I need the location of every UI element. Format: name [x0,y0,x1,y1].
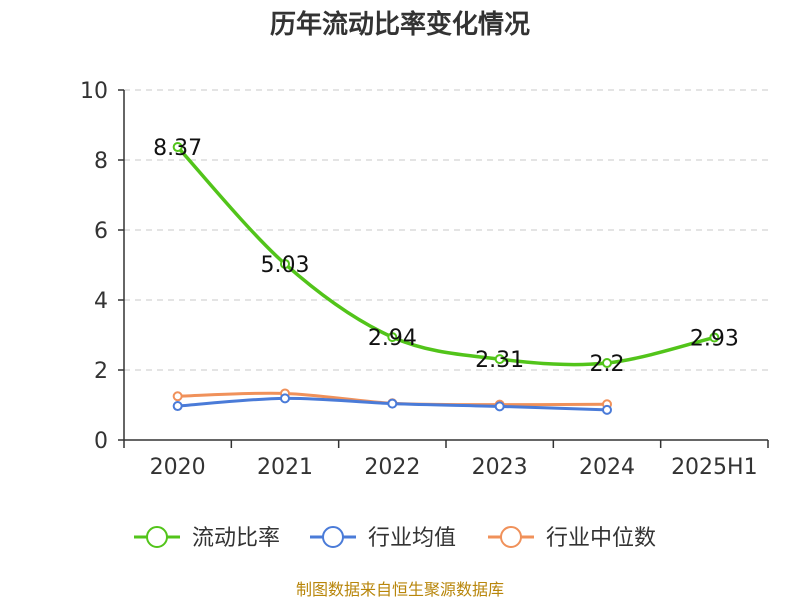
data-point [280,393,290,404]
grid-lines [124,89,768,371]
data-label: 2.94 [368,326,417,351]
x-tick-label: 2022 [364,455,420,480]
legend: 流动比率 行业均值 行业中位数 [134,526,656,551]
source-note: 制图数据来自恒生聚源数据库 [296,580,504,599]
data-point [494,401,505,412]
data-point [172,391,183,402]
legend-marker [322,526,344,548]
x-tick-label: 2025H1 [671,455,758,480]
data-label: 2.31 [475,348,524,373]
legend-label: 行业均值 [368,526,456,551]
x-tick-label: 2024 [579,455,635,480]
y-tick-label: 4 [94,289,108,314]
legend-label: 行业中位数 [546,526,656,551]
data-point [280,258,290,269]
x-tick-label: 2023 [472,455,528,480]
data-label: 2.93 [690,326,739,351]
legend-label: 流动比率 [192,526,280,551]
data-label: 5.03 [261,253,310,278]
y-tick-label: 0 [94,429,108,454]
x-tick-label: 2020 [150,455,206,480]
series-line [176,145,715,367]
data-point [709,332,720,343]
data-point [387,398,398,409]
data-labels: 8.37 5.03 2.94 2.31 2.2 2.93 [153,136,739,377]
chart-title: 历年流动比率变化情况 [270,9,530,40]
y-tick-label: 10 [80,79,108,104]
data-point [602,404,612,415]
y-tick-label: 6 [94,219,108,244]
y-tick-label: 2 [94,359,108,384]
data-label: 8.37 [153,136,202,161]
axes: 0 2 4 6 8 10 2020 2021 2022 2023 2024 2025H1 [80,79,769,480]
data-point [602,358,612,368]
series-lines [172,142,720,415]
data-label: 2.2 [590,352,625,377]
data-point [172,142,183,153]
data-point [172,401,183,412]
legend-marker [500,526,522,548]
x-tick-label: 2021 [257,455,313,480]
data-point [387,332,398,343]
legend-marker [146,526,168,548]
data-point [494,354,505,365]
y-tick-label: 8 [94,149,108,174]
